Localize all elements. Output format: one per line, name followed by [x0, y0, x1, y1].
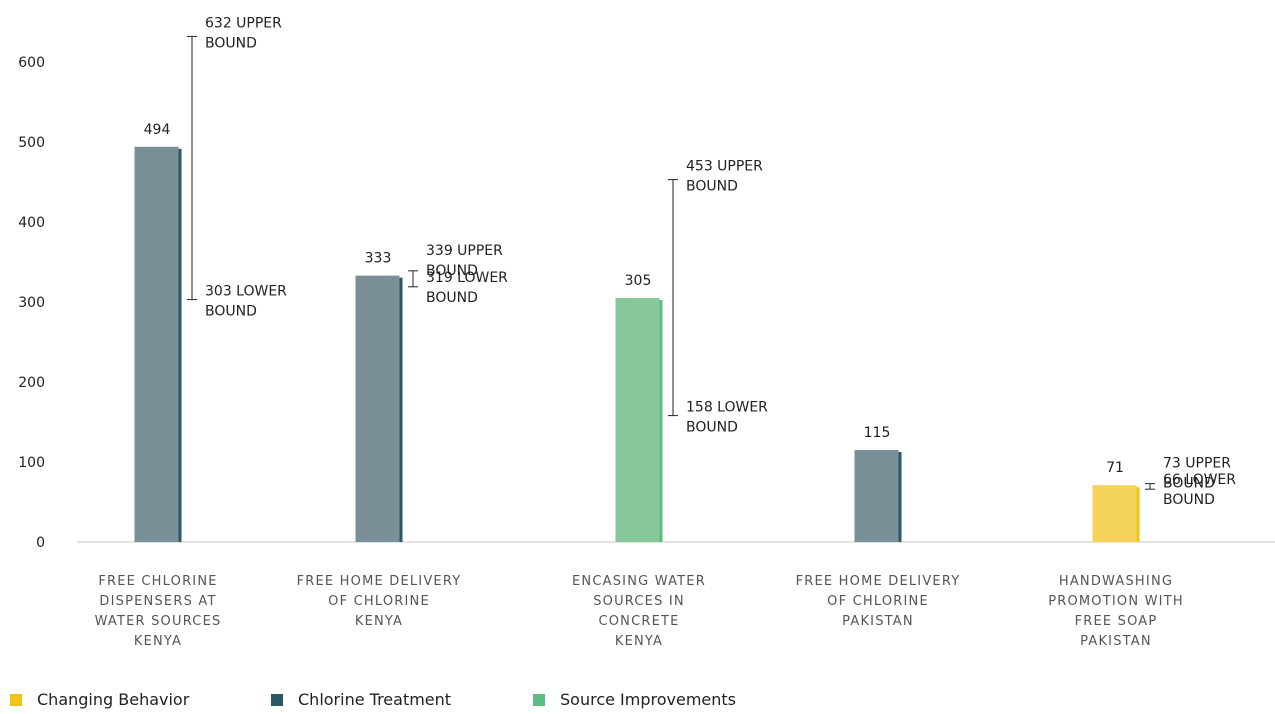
upper-bound-label: BOUND — [426, 263, 478, 279]
category-label: FREE HOME DELIVERY OF CHLORINE PAKISTAN — [788, 572, 968, 632]
lower-bound-label: BOUND — [426, 290, 478, 306]
bar — [1092, 485, 1137, 542]
category-label-line: SOURCES IN — [593, 594, 685, 609]
category-label-line: FREE CHLORINE — [98, 574, 218, 589]
legend-swatch-source-improvements — [533, 693, 545, 706]
value-label: 71 — [1106, 460, 1124, 476]
bar-chart: 0 100 200 300 400 500 600 494 632 UPPER BOUND 303 … — [18, 15, 1275, 551]
value-label: 305 — [625, 273, 652, 289]
y-tick-label: 0 — [36, 535, 45, 551]
category-label-line: HANDWASHING — [1058, 574, 1174, 589]
lower-bound-label: 66 LOWER — [1163, 472, 1236, 488]
legend-item-changing-behavior: Changing Behavior — [10, 690, 189, 709]
category-label-line: FREE HOME DELIVERY — [795, 574, 961, 589]
legend-swatch-changing-behavior — [10, 693, 22, 706]
category-label-line: CONCRETE — [598, 614, 680, 629]
bar-edge — [659, 300, 663, 542]
bar-edge — [898, 452, 902, 542]
category-label-line: FREE HOME DELIVERY — [296, 574, 462, 589]
legend-swatch-chlorine-treatment — [271, 693, 283, 706]
lower-bound-label: 303 LOWER — [205, 284, 287, 300]
bar — [854, 450, 899, 542]
category-label-line: FREE SOAP — [1074, 614, 1158, 629]
upper-bound-label: 73 UPPER — [1163, 456, 1231, 472]
category-label: HANDWASHING PROMOTION WITH FREE SOAP PAKIST… — [1026, 572, 1206, 652]
upper-bound-label: 632 UPPER — [205, 15, 282, 31]
category-label-line: ENCASING WATER — [572, 574, 706, 589]
category-label-line: KENYA — [354, 614, 404, 629]
lower-bound-label: BOUND — [205, 304, 257, 320]
bar-edge — [1136, 487, 1140, 542]
category-label: FREE HOME DELIVERY OF CHLORINE KENYA — [289, 572, 469, 632]
y-tick-label: 100 — [18, 455, 45, 471]
category-label-line: PAKISTAN — [842, 614, 914, 629]
category-label: FREE CHLORINE DISPENSERS AT WATER SOURCES K… — [68, 572, 248, 652]
category-label-line: OF CHLORINE — [827, 594, 929, 609]
legend-label-source-improvements: Source Improvements — [560, 690, 737, 709]
legend-label-changing-behavior: Changing Behavior — [37, 690, 190, 709]
value-label: 494 — [144, 122, 171, 138]
category-label-line: PROMOTION WITH — [1048, 594, 1184, 609]
y-tick-label: 400 — [18, 215, 45, 231]
upper-bound-label: 453 UPPER — [686, 159, 763, 175]
bar — [615, 298, 660, 542]
upper-bound-label: BOUND — [205, 35, 257, 51]
upper-bound-label: BOUND — [686, 179, 738, 195]
category-label-line: PAKISTAN — [1080, 634, 1152, 649]
category-label-line: KENYA — [614, 634, 664, 649]
y-tick-label: 500 — [18, 135, 45, 151]
legend-item-chlorine-treatment: Chlorine Treatment — [271, 690, 451, 709]
legend-item-source-improvements: Source Improvements — [533, 690, 736, 709]
y-tick-label: 200 — [18, 375, 45, 391]
lower-bound-label: BOUND — [1163, 492, 1215, 508]
upper-bound-label: BOUND — [1163, 476, 1215, 492]
category-label-line: OF CHLORINE — [328, 594, 430, 609]
y-tick-label: 300 — [18, 295, 45, 311]
bar-edge — [399, 277, 403, 542]
bar — [355, 275, 400, 542]
legend: Changing Behavior Chlorine Treatment Sou… — [0, 690, 1275, 714]
value-label: 333 — [365, 251, 392, 267]
bar-edge — [178, 148, 182, 543]
lower-bound-label: 319 LOWER — [426, 270, 508, 286]
category-label: ENCASING WATER SOURCES IN CONCRETE KENYA — [549, 572, 729, 652]
lower-bound-label: BOUND — [686, 420, 738, 436]
category-label-line: KENYA — [133, 634, 183, 649]
bar — [134, 146, 179, 543]
upper-bound-label: 339 UPPER — [426, 243, 503, 259]
category-label-line: DISPENSERS AT — [99, 594, 217, 609]
value-label: 115 — [864, 425, 891, 441]
category-label-line: WATER SOURCES — [94, 614, 222, 629]
y-tick-label: 600 — [18, 55, 45, 71]
lower-bound-label: 158 LOWER — [686, 400, 768, 416]
legend-label-chlorine-treatment: Chlorine Treatment — [298, 690, 452, 709]
